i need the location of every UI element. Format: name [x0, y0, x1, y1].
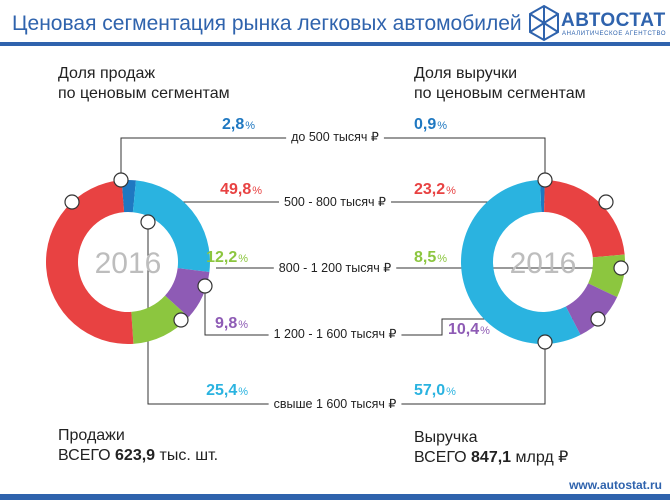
- right-slice-1: [544, 180, 625, 258]
- right-donut: 2016: [460, 179, 625, 345]
- right-year-label: 2016: [510, 247, 577, 280]
- connector-dot: [537, 172, 553, 188]
- snowflake-logo-icon: [529, 4, 559, 42]
- right-percent-label: 0,9%: [414, 116, 447, 133]
- right-slice-4: [460, 180, 581, 345]
- connector-dot: [173, 312, 189, 328]
- left-percent-label: 25,4%: [206, 382, 248, 399]
- category-label-bg: [268, 326, 402, 342]
- left-heading-line1: Доля продаж: [58, 65, 156, 82]
- left-total-prefix: ВСЕГО: [58, 447, 111, 464]
- right-percent-label: 8,5%: [414, 249, 447, 266]
- left-total-value: 623,9: [115, 447, 156, 464]
- left-donut: 2016: [45, 180, 210, 345]
- right-slice-3: [565, 283, 618, 335]
- left-heading-line2: по ценовым сегментам: [58, 85, 230, 102]
- connector-dot: [197, 278, 213, 294]
- category-label: 800 - 1 200 тысяч ₽: [279, 261, 391, 275]
- left-total-unit: тыс. шт.: [159, 447, 219, 464]
- connector-dot: [613, 260, 629, 276]
- header-divider: [0, 42, 670, 46]
- right-percent-label: 23,2%: [414, 181, 456, 198]
- connector-dot: [537, 334, 553, 350]
- category-label-bg: [273, 260, 397, 276]
- left-slice-1: [45, 180, 134, 345]
- left-year-label: 2016: [95, 247, 162, 280]
- percentage-labels: 2,8% 49,8% 12,2% 9,8% 25,4% 0,9% 23,2% 8,5% 10,4…: [206, 116, 490, 399]
- connector-dot: [113, 172, 129, 188]
- right-total-label: Выручка: [414, 429, 478, 446]
- category-label-bg: [286, 129, 384, 145]
- left-heading: Доля продаж по ценовым сегментам: [58, 64, 230, 104]
- right-heading-line2: по ценовым сегментам: [414, 85, 586, 102]
- page-title: Ценовая сегментация рынка легковых автом…: [12, 12, 522, 35]
- footer-divider: [0, 494, 670, 500]
- left-total: Продажи ВСЕГО 623,9 тыс. шт.: [58, 426, 218, 466]
- category-label: до 500 тысяч ₽: [291, 130, 379, 144]
- category-labels: до 500 тысяч ₽ 500 - 800 тысяч ₽ 800 - 1 2…: [268, 129, 402, 412]
- right-heading-line1: Доля выручки: [414, 65, 517, 82]
- right-slice-0: [540, 179, 545, 213]
- category-label: 1 200 - 1 600 тысяч ₽: [274, 327, 397, 341]
- left-percent-label: 12,2%: [206, 249, 248, 266]
- logo-name: АВТОСТАТ: [561, 10, 666, 31]
- left-slice-0: [121, 180, 136, 213]
- connector-dot: [590, 311, 606, 327]
- left-percent-label: 49,8%: [220, 181, 262, 198]
- right-percent-label: 10,4%: [448, 321, 490, 338]
- right-total-prefix: ВСЕГО: [414, 449, 467, 466]
- right-percent-label: 57,0%: [414, 382, 456, 399]
- connector-dot: [598, 194, 614, 210]
- category-label: 500 - 800 тысяч ₽: [284, 195, 386, 209]
- right-heading: Доля выручки по ценовым сегментам: [414, 64, 586, 104]
- right-total: Выручка ВСЕГО 847,1 млрд ₽: [414, 428, 568, 468]
- left-percent-label: 2,8%: [222, 116, 255, 133]
- left-slice-3: [164, 268, 210, 318]
- connector-dots: [64, 172, 629, 350]
- autostat-logo: АВТОСТАТ АНАЛИТИЧЕСКОЕ АГЕНТСТВО: [527, 4, 667, 44]
- category-label: свыше 1 600 тысяч ₽: [274, 397, 397, 411]
- connector-dot: [64, 194, 80, 210]
- category-label-bg: [279, 194, 392, 210]
- category-label-bg: [268, 396, 402, 412]
- left-total-label: Продажи: [58, 427, 125, 444]
- logo-tagline: АНАЛИТИЧЕСКОЕ АГЕНТСТВО: [562, 31, 667, 37]
- connector-dot: [140, 214, 156, 230]
- left-slice-4: [132, 180, 210, 273]
- left-slice-2: [131, 295, 189, 344]
- left-percent-label: 9,8%: [215, 315, 248, 332]
- right-total-unit: млрд ₽: [515, 449, 569, 466]
- footer-url[interactable]: www.autostat.ru: [569, 478, 662, 492]
- right-total-value: 847,1: [471, 449, 512, 466]
